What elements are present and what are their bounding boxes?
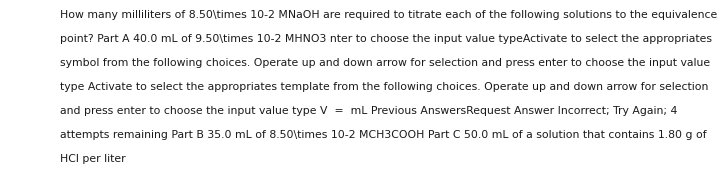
Text: How many milliliters of 8.50\times 10-2 MNaOH are required to titrate each of th: How many milliliters of 8.50\times 10-2 … (60, 10, 718, 20)
Text: attempts remaining Part B 35.0 mL of 8.50\times 10-2 MCH3COOH Part C 50.0 mL of : attempts remaining Part B 35.0 mL of 8.5… (60, 130, 707, 140)
Text: type Activate to select the appropriates template from the following choices. Op: type Activate to select the appropriates… (60, 82, 708, 92)
Text: symbol from the following choices. Operate up and down arrow for selection and p: symbol from the following choices. Opera… (60, 58, 710, 68)
Text: and press enter to choose the input value type V  =  mL Previous AnswersRequest : and press enter to choose the input valu… (60, 106, 677, 116)
Text: HCl per liter: HCl per liter (60, 154, 126, 164)
Text: point? Part A 40.0 mL of 9.50\times 10-2 MHNO3 nter to choose the input value ty: point? Part A 40.0 mL of 9.50\times 10-2… (60, 34, 712, 44)
